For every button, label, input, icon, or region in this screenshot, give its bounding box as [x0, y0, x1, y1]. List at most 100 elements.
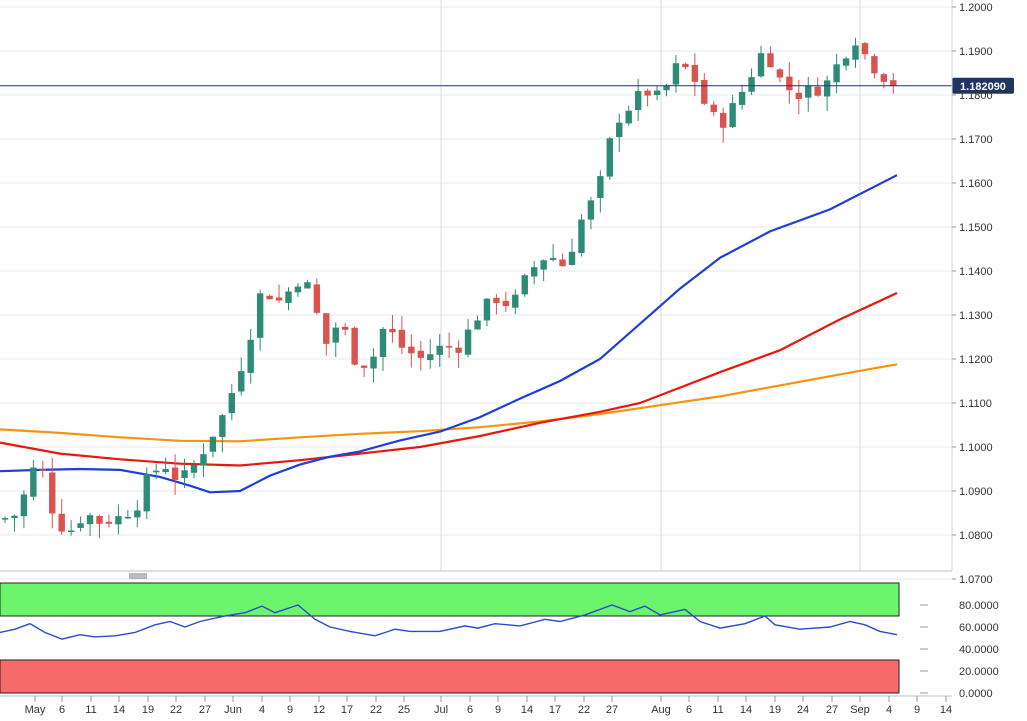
- candle: [58, 499, 65, 535]
- candle: [200, 443, 207, 477]
- candle-body: [568, 251, 576, 265]
- candle-body: [275, 297, 283, 301]
- price-tick-label: 1.1200: [959, 354, 993, 366]
- price-tick-label: 1.1500: [959, 222, 993, 234]
- time-tick-label: 6: [467, 704, 473, 716]
- rsi-tick-label: 20.0000: [959, 666, 999, 678]
- candle-body: [842, 58, 850, 66]
- candle-body: [445, 346, 453, 348]
- candle: [616, 113, 623, 152]
- candle: [634, 78, 642, 121]
- time-tick-label: 12: [313, 704, 325, 716]
- candle: [96, 514, 103, 539]
- candle-body: [77, 523, 84, 528]
- candle-body: [757, 53, 765, 77]
- candle: [427, 339, 434, 369]
- candle: [578, 214, 585, 257]
- candle: [710, 100, 717, 116]
- candle: [105, 514, 113, 528]
- candle-body: [20, 494, 28, 517]
- candle-body: [512, 294, 519, 308]
- candle: [1, 516, 9, 524]
- candle-body: [823, 80, 831, 97]
- candle: [842, 56, 850, 71]
- time-tick-label: 22: [170, 704, 182, 716]
- candle-body: [389, 328, 396, 333]
- time-tick-label: 9: [914, 704, 920, 716]
- candle-body: [776, 69, 784, 78]
- candle-body: [30, 467, 37, 497]
- time-tick-label: 17: [549, 704, 561, 716]
- candle-body: [578, 219, 585, 253]
- time-tick-label: 6: [686, 704, 692, 716]
- candle-body: [313, 284, 321, 313]
- rsi-tick-label: 0.0000: [959, 688, 993, 700]
- time-tick-label: 27: [199, 704, 211, 716]
- candle-body: [559, 259, 566, 267]
- candle: [795, 79, 802, 115]
- pane-resize-handle[interactable]: [129, 573, 147, 579]
- sma-mid-line: [0, 292, 898, 467]
- candle: [531, 260, 538, 285]
- candle: [691, 53, 699, 97]
- candle: [275, 284, 283, 303]
- candle: [209, 436, 217, 458]
- time-tick-label: 24: [797, 704, 809, 716]
- candle: [540, 259, 547, 282]
- candle: [332, 322, 339, 357]
- candle-body: [767, 53, 774, 68]
- candle: [738, 84, 746, 110]
- price-tick-label: 1.2000: [959, 2, 993, 14]
- candle: [115, 504, 122, 535]
- candle: [786, 61, 793, 104]
- rsi-axis: 80.0000 60.0000 40.0000 20.0000 0.0000: [920, 600, 999, 700]
- candle: [49, 458, 56, 529]
- candle-body: [880, 74, 888, 82]
- sma-slow-line: [0, 363, 898, 443]
- candle: [757, 45, 765, 78]
- candle-body: [379, 328, 387, 358]
- oversold-band: [0, 659, 900, 694]
- time-tick-label: 14: [113, 704, 125, 716]
- candle: [833, 53, 840, 94]
- time-axis: May 6 11 14 19 22 27 Jun 4 9 12 17 22 25 Jul 6 9 14 17 22 27…: [25, 696, 952, 716]
- candle-body: [493, 297, 500, 303]
- time-tick-label: 14: [521, 704, 533, 716]
- candle-body: [710, 104, 717, 113]
- candle: [653, 85, 661, 101]
- candle: [521, 273, 528, 297]
- price-tick-label: 1.0700: [959, 574, 993, 586]
- candle-body: [616, 122, 623, 138]
- candle-body: [247, 339, 254, 373]
- candle: [587, 196, 595, 230]
- candle: [323, 313, 330, 356]
- candle: [625, 105, 632, 126]
- candle-body: [58, 513, 65, 532]
- candle: [455, 340, 462, 369]
- candle-body: [408, 346, 415, 354]
- candle: [238, 357, 245, 396]
- candle-body: [49, 472, 56, 514]
- candle-body: [549, 258, 557, 260]
- price-tick-label: 1.1000: [959, 442, 993, 454]
- candle: [181, 458, 188, 488]
- candle-body: [11, 515, 18, 519]
- candle-body: [398, 329, 406, 348]
- candle: [398, 316, 406, 355]
- candle: [729, 94, 736, 128]
- candle: [436, 334, 443, 367]
- last-price-label: 1.182090: [960, 81, 1006, 93]
- last-price-tag: 1.182090: [952, 77, 1014, 94]
- time-tick-label: 19: [142, 704, 154, 716]
- candle-body: [871, 56, 878, 74]
- candle: [351, 326, 358, 366]
- time-tick-label: Jul: [434, 704, 448, 716]
- candle-body: [285, 291, 292, 303]
- candle: [77, 516, 84, 532]
- price-tick-label: 1.0800: [959, 530, 993, 542]
- time-tick-label: 22: [370, 704, 382, 716]
- candle-body: [720, 112, 727, 128]
- price-tick-label: 1.1400: [959, 266, 993, 278]
- candle-body: [256, 293, 264, 338]
- candle: [502, 291, 510, 313]
